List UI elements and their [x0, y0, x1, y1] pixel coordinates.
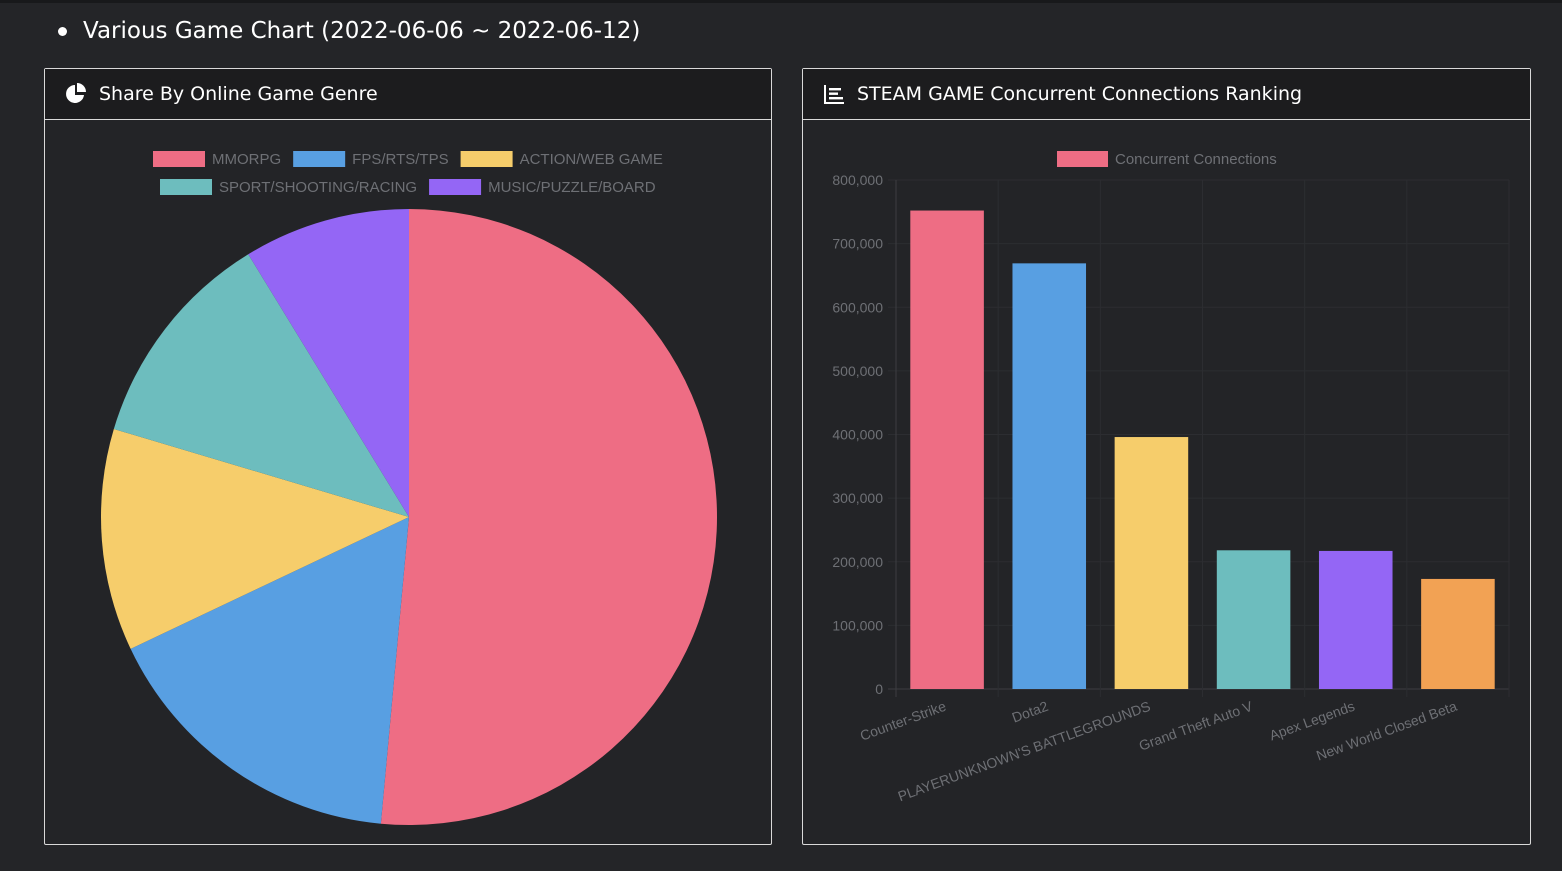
- legend-label: Concurrent Connections: [1115, 151, 1277, 168]
- legend-item-sport-shooting-racing[interactable]: SPORT/SHOOTING/RACING: [160, 179, 417, 196]
- bar-apex-legends[interactable]: [1318, 550, 1393, 689]
- genre-share-panel: Share By Online Game Genre MMORPG FPS/RTS…: [44, 68, 772, 845]
- legend-label: MMORPG: [212, 151, 281, 168]
- legend-item-action-web-game[interactable]: ACTION/WEB GAME: [460, 151, 663, 168]
- legend-item-music-puzzle-board[interactable]: MUSIC/PUZZLE/BOARD: [429, 179, 656, 196]
- pie-slice-action-web-game[interactable]: [101, 428, 409, 649]
- x-tick-label: Dota2: [1010, 698, 1051, 726]
- legend-item-fps-rts-tps[interactable]: FPS/RTS/TPS: [293, 151, 449, 168]
- x-tick-label: Grand Theft Auto V: [1137, 698, 1255, 754]
- top-border: [0, 0, 1562, 3]
- legend-label: ACTION/WEB GAME: [520, 151, 663, 168]
- legend-swatch: [429, 179, 482, 195]
- pie-slice-sport-shooting-racing[interactable]: [113, 254, 409, 517]
- legend-label: SPORT/SHOOTING/RACING: [219, 179, 417, 196]
- bar-grand-theft-auto-v[interactable]: [1216, 550, 1291, 689]
- y-tick-label: 500,000: [832, 363, 883, 379]
- y-tick-label: 800,000: [832, 172, 883, 188]
- y-tick-label: 100,000: [832, 617, 883, 633]
- bar-counter-strike[interactable]: [910, 210, 984, 689]
- y-tick-label: 300,000: [832, 490, 883, 506]
- steam-bar-chart: Concurrent Connections 0 100,000 200,000 300…: [832, 151, 1510, 804]
- bar-chart-icon: [823, 83, 845, 105]
- pie-chart-icon: [65, 83, 87, 105]
- legend-swatch: [1057, 151, 1108, 167]
- y-tick-label: 0: [875, 681, 883, 697]
- steam-ranking-panel: STEAM GAME Concurrent Connections Rankin…: [802, 68, 1531, 845]
- y-tick-label: 200,000: [832, 554, 883, 570]
- legend-swatch: [293, 151, 346, 167]
- pie-slice-music-puzzle-board[interactable]: [248, 209, 409, 517]
- legend-item-mmorpg[interactable]: MMORPG: [153, 151, 281, 168]
- x-tick-label: Counter-Strike: [858, 698, 948, 744]
- steam-ranking-panel-header: STEAM GAME Concurrent Connections Rankin…: [803, 69, 1530, 120]
- genre-share-panel-header: Share By Online Game Genre: [45, 69, 771, 120]
- bar-playerunknown-s-battlegrounds[interactable]: [1114, 437, 1189, 689]
- x-tick-label: Apex Legends: [1267, 698, 1357, 744]
- genre-pie-chart: MMORPG FPS/RTS/TPS ACTION/WEB GAME SPORT/SH…: [101, 151, 717, 825]
- y-tick-label: 700,000: [832, 236, 883, 252]
- bar-dota2[interactable]: [1012, 263, 1087, 689]
- steam-ranking-panel-title: STEAM GAME Concurrent Connections Rankin…: [857, 83, 1303, 105]
- pie-slice-mmorpg[interactable]: [380, 209, 717, 825]
- legend-item-concurrent-connections[interactable]: Concurrent Connections: [1057, 151, 1277, 168]
- bullet-icon: [58, 26, 67, 36]
- legend-label: MUSIC/PUZZLE/BOARD: [488, 179, 656, 196]
- genre-share-panel-title: Share By Online Game Genre: [99, 83, 378, 105]
- bar-new-world-closed-beta[interactable]: [1421, 578, 1495, 689]
- pie-slice-fps-rts-tps[interactable]: [130, 517, 409, 824]
- y-tick-label: 600,000: [832, 299, 883, 315]
- section-title-text: Various Game Chart (2022-06-06 ~ 2022-06…: [83, 18, 641, 44]
- legend-swatch: [153, 151, 205, 167]
- y-tick-label: 400,000: [832, 427, 883, 443]
- legend-swatch: [460, 151, 513, 167]
- section-title: Various Game Chart (2022-06-06 ~ 2022-06…: [58, 14, 640, 48]
- legend-swatch: [160, 179, 212, 195]
- legend-label: FPS/RTS/TPS: [352, 151, 448, 168]
